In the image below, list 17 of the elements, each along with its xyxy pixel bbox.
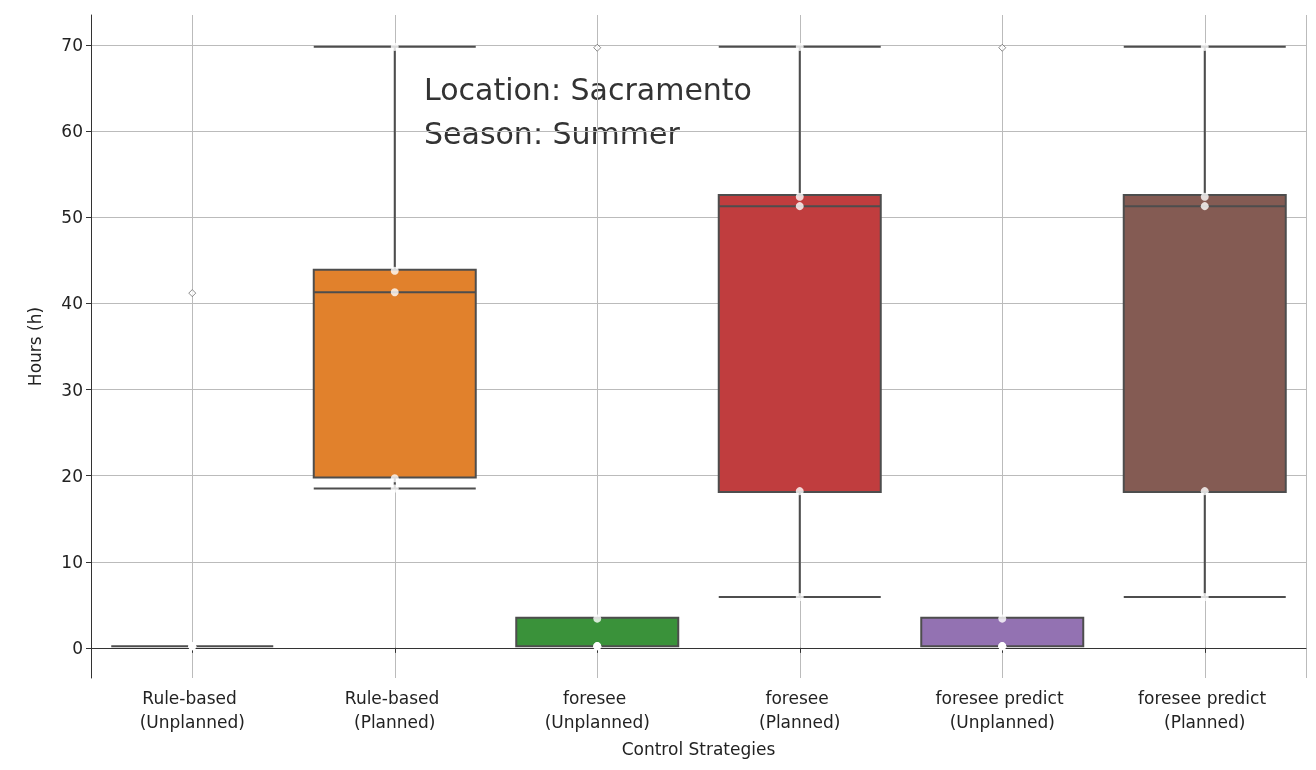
y-tick-label: 20 [61,465,83,486]
x-tick-label: foresee (Unplanned) [544,688,650,732]
x-tick-label: Rule-based (Planned) [344,688,445,732]
y-tick-label: 0 [72,637,83,658]
x-tick-label: foresee predict (Planned) [1138,688,1272,732]
x-tick-label: foresee (Planned) [759,688,841,732]
x-tick-label: foresee predict (Unplanned) [935,688,1069,732]
annotation: Location: Sacramento [424,71,752,107]
y-tick-label: 70 [61,35,83,56]
y-tick-label: 40 [61,293,83,314]
y-tick-label: 10 [61,551,83,572]
y-tick-label: 30 [61,379,83,400]
y-axis-title: Hours (h) [24,306,45,387]
x-tick-label: Rule-based (Unplanned) [139,688,245,732]
x-axis-title: Control Strategies [621,738,776,759]
y-tick-label: 60 [61,121,83,142]
y-tick-label: 50 [61,207,83,228]
